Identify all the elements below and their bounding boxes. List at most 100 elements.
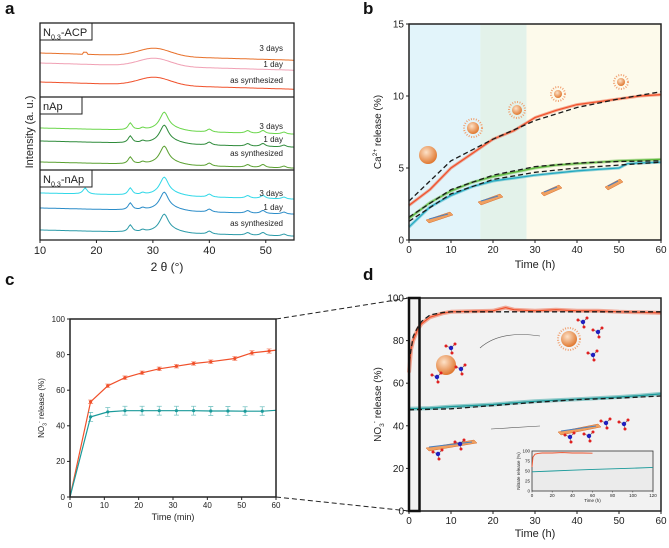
- oxygen-atom: [597, 335, 601, 339]
- nanorod-core: [428, 213, 449, 220]
- xrd-trace: [40, 111, 295, 135]
- inset-x-tick-label: 40: [570, 493, 576, 498]
- y-tick-label: 40: [393, 421, 405, 432]
- oxygen-atom: [453, 440, 457, 444]
- trace-label: 3 days: [259, 189, 283, 198]
- oxygen-atom: [599, 419, 603, 423]
- x-tick-label: 30: [169, 501, 178, 510]
- x-tick-label: 30: [529, 516, 541, 527]
- x-tick-label: 10: [445, 245, 457, 256]
- trace-label: 1 day: [263, 135, 283, 144]
- y-tick-label: 0: [398, 236, 404, 247]
- nitrate-molecule-icon: [448, 345, 454, 351]
- y-tick-label: 0: [61, 493, 66, 502]
- stage-band: [409, 24, 481, 240]
- inset-y-axis-label: Nitrate release (%): [516, 452, 521, 490]
- oxygen-atom: [592, 358, 596, 362]
- oxygen-atom: [430, 373, 434, 377]
- oxygen-atom: [617, 420, 621, 424]
- xrd-trace: [40, 57, 294, 71]
- xrd-trace: [40, 191, 295, 215]
- y-tick-label: 10: [393, 92, 405, 103]
- data-point: [243, 409, 247, 413]
- oxygen-atom: [437, 457, 441, 461]
- inset-x-tick-label: 60: [590, 493, 596, 498]
- zoom-connector-bottom: [275, 496, 410, 512]
- inset-y-tick-label: 75: [525, 459, 531, 464]
- inset-x-tick-label: 80: [610, 493, 616, 498]
- label-subscript: 0.3: [51, 33, 61, 41]
- data-point: [192, 409, 196, 413]
- nanorod-core: [560, 425, 597, 432]
- dissolving-shell: [463, 118, 483, 138]
- data-point: [226, 409, 230, 413]
- oxygen-atom: [591, 430, 595, 434]
- label-main: N: [43, 27, 51, 39]
- oxygen-atom: [626, 418, 630, 422]
- inset-y-tick-label: 25: [525, 479, 531, 484]
- x-tick-label: 20: [487, 516, 499, 527]
- data-point: [140, 371, 144, 375]
- y-tick-label: 100: [387, 294, 404, 305]
- x-tick-label: 0: [406, 516, 412, 527]
- fit-line: [408, 161, 662, 222]
- x-axis-label: Time (h): [515, 528, 556, 540]
- data-point: [174, 409, 179, 413]
- trace-label: 3 days: [259, 122, 283, 131]
- data-point: [157, 409, 161, 413]
- particle-sphere-icon: [512, 105, 522, 115]
- x-tick-label: 50: [613, 245, 625, 256]
- oxygen-atom: [572, 431, 576, 435]
- y-axis-label: Ca2+ release (%): [372, 95, 384, 169]
- inset-x-tick-label: 100: [629, 493, 637, 498]
- trace-label: as synthesized: [230, 219, 283, 228]
- data-point: [174, 364, 179, 368]
- arrow-icon: [479, 334, 541, 349]
- data-point: [140, 409, 144, 413]
- inset-chart: 0 20 40 60 80 100 120 0 25 50 75 100 Time (h) Nitrate…: [516, 449, 657, 504]
- nanorod-core: [607, 180, 619, 187]
- x-tick-label: 50: [237, 501, 246, 510]
- nitrate-molecule-icon: [595, 329, 601, 335]
- panel-label-d: d: [363, 265, 373, 284]
- label-superscript: -: [36, 421, 42, 423]
- fit-line: [408, 160, 662, 218]
- x-tick-label: 40: [571, 516, 583, 527]
- data-point: [89, 400, 93, 404]
- y-tick-label: 15: [393, 20, 405, 31]
- y-tick-label: 80: [393, 336, 405, 347]
- xrd-trace: [40, 124, 295, 148]
- oxygen-atom: [600, 326, 604, 330]
- dissolving-shell: [613, 74, 629, 90]
- series-line: [69, 349, 277, 498]
- label-rest: -ACP: [61, 27, 87, 39]
- nanorod-icon: [604, 178, 624, 191]
- oxygen-atom: [595, 349, 599, 353]
- subpanel-0: 3 days 1 day as synthesized N0.3-ACP: [39, 22, 294, 90]
- label-subscript: 3: [379, 423, 386, 427]
- x-tick-label: 10: [100, 501, 109, 510]
- data-point: [233, 356, 237, 361]
- dissolving-shell: [550, 86, 566, 102]
- chart-b: 0 10 20 30 40 50 60 0 5 10 15 Time (h) Ca2+ release …: [372, 20, 667, 272]
- chart-c: 0 10 20 30 40 50 60 0 20 40 60 80 100 Time (min) NO3- …: [36, 315, 281, 522]
- nitrate-molecule-icon: [580, 319, 586, 325]
- data-point: [267, 349, 271, 353]
- x-axis-label: Time (min): [152, 512, 195, 522]
- oxygen-atom: [436, 380, 440, 384]
- y-tick-label: 80: [56, 350, 65, 359]
- oxygen-atom: [585, 316, 589, 320]
- x-tick-label: 30: [529, 245, 541, 256]
- subpanel-label: N0.3-ACP: [43, 27, 87, 41]
- nitrate-molecule-icon: [457, 441, 463, 447]
- data-point: [106, 384, 110, 388]
- inset-y-tick-label: 0: [527, 489, 530, 494]
- y-axis-label: Intensity (a. u.): [24, 96, 36, 169]
- inset-series-line: [531, 466, 654, 473]
- nitrate-molecule-icon: [590, 352, 596, 358]
- oxygen-atom: [576, 318, 580, 322]
- y-tick-label: 20: [393, 464, 405, 475]
